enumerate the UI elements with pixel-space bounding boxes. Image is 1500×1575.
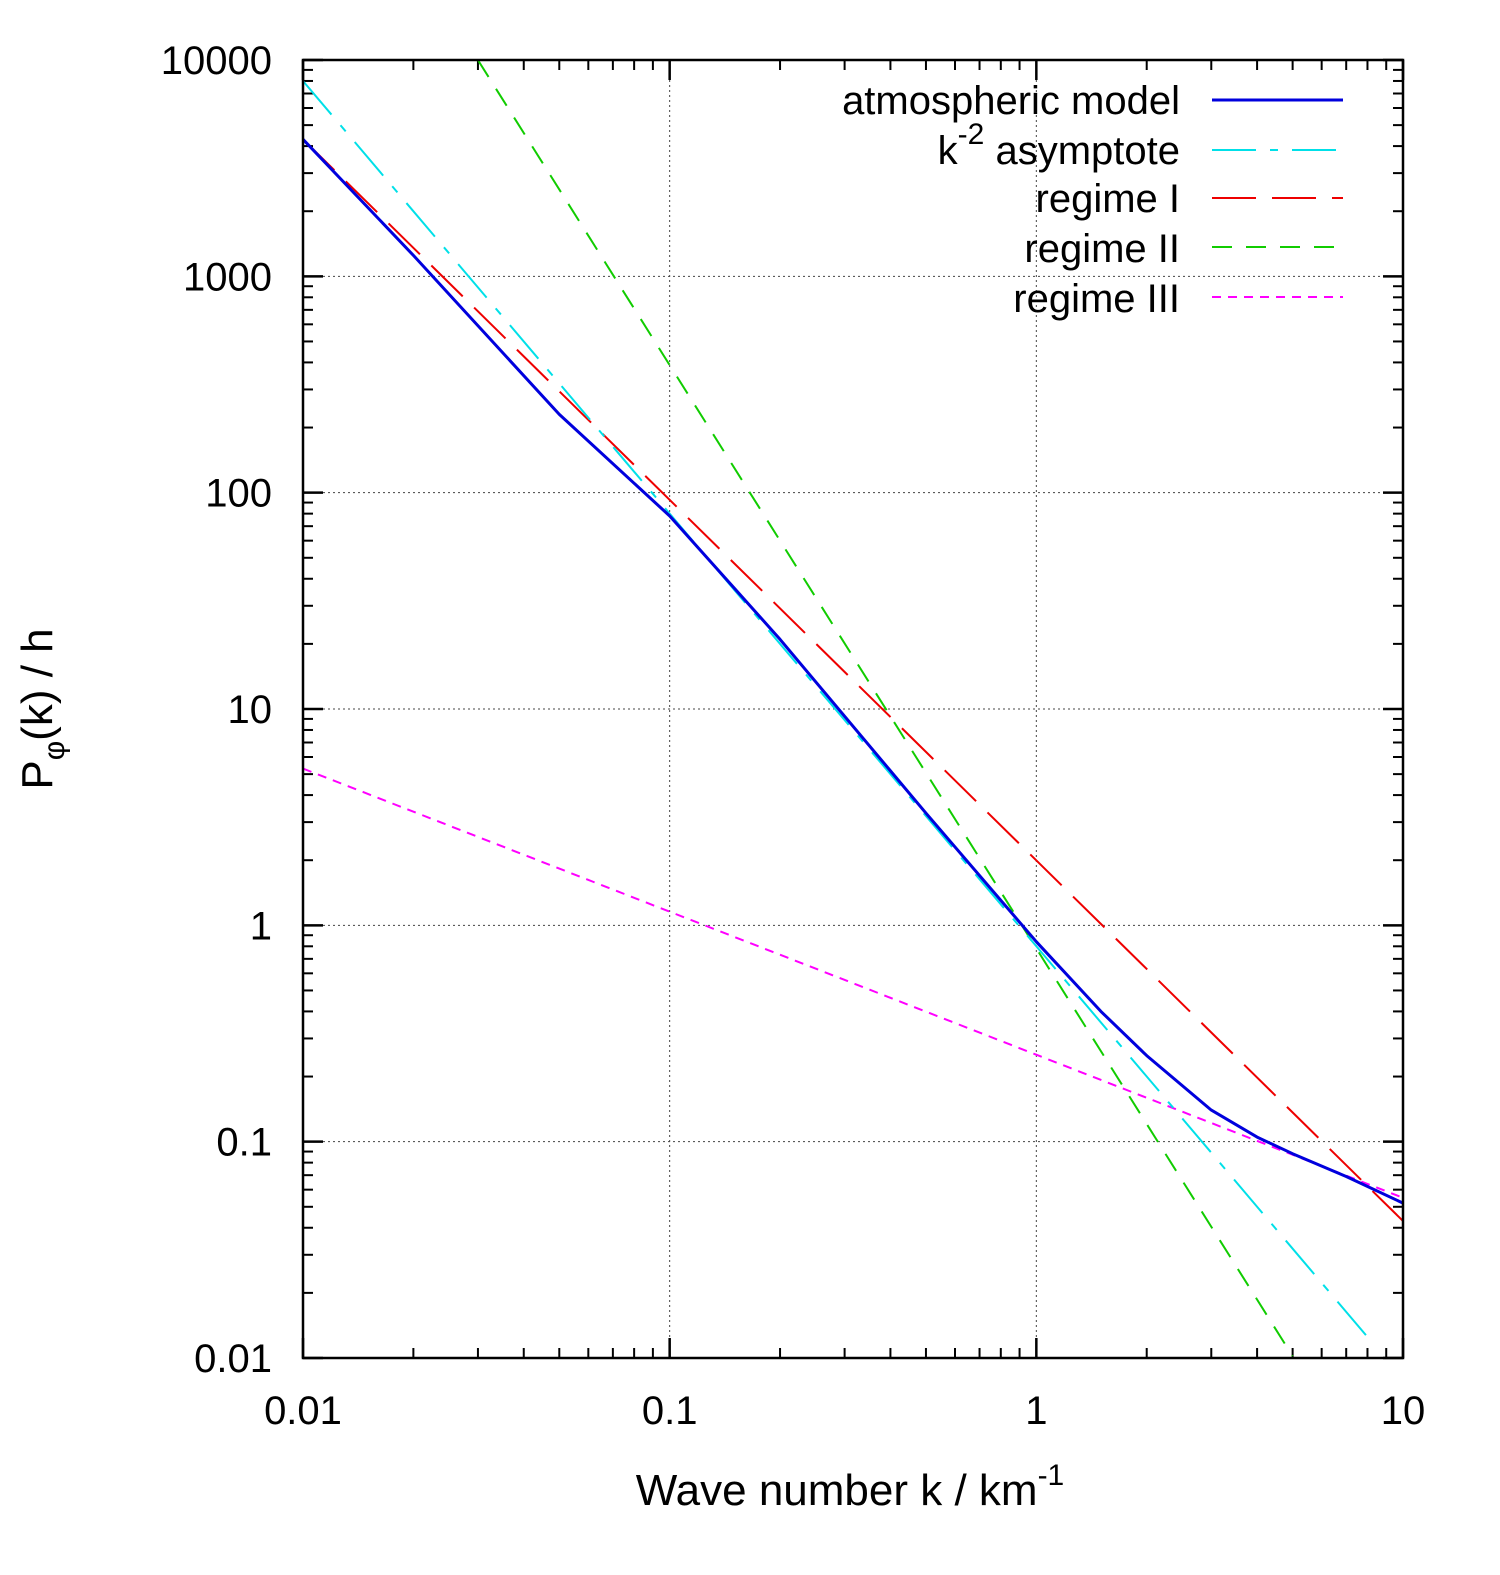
series-lines [301, 59, 1404, 1357]
y-tick-label: 10 [228, 688, 273, 732]
series-line-regime-ii [477, 59, 1294, 1357]
series-line-regime-i [302, 138, 1404, 1222]
y-axis-title-main: P [13, 760, 62, 789]
legend-label-k-sup: -2 [958, 118, 985, 151]
legend-label-regime-iii: regime III [1013, 277, 1180, 321]
y-tick-label: 0.01 [194, 1337, 272, 1381]
x-axis-title-main: Wave number k / km [636, 1466, 1038, 1515]
legend-label-k: k [938, 129, 959, 173]
legend-label-regime-i: regime I [1036, 177, 1181, 221]
y-axis-title: Pφ(k) / h [13, 628, 71, 789]
series-line-regime-iii [302, 767, 1404, 1199]
series-line-k-2-asymptote [302, 80, 1369, 1338]
series-line-atmospheric-model [301, 138, 1404, 1205]
major-ticks [301, 58, 1405, 1360]
y-tick-label: 100 [205, 472, 272, 516]
minor-ticks [303, 60, 1403, 1358]
legend-label-regime-ii: regime II [1024, 227, 1180, 271]
y-tick-labels: 0.01 0.1 1 10 100 1000 10000 [161, 39, 272, 1381]
legend-label-k-2-asymptote: k-2 asymptote [938, 118, 1180, 173]
legend: atmospheric model k-2 asymptote regime I… [842, 79, 1343, 321]
x-tick-label: 0.1 [642, 1389, 698, 1433]
y-axis-title-rest: (k) / h [13, 628, 62, 740]
x-tick-label: 1 [1025, 1389, 1047, 1433]
y-tick-label: 1 [250, 904, 272, 948]
x-axis-title: Wave number k / km-1 [636, 1459, 1065, 1515]
y-tick-label: 1000 [183, 255, 272, 299]
x-tick-label: 10 [1381, 1389, 1426, 1433]
x-axis-title-sup: -1 [1038, 1459, 1065, 1492]
legend-label-atmospheric-model: atmospheric model [842, 79, 1180, 123]
legend-label-asymptote: asymptote [984, 129, 1180, 173]
x-tick-label: 0.01 [264, 1389, 342, 1433]
y-tick-label: 0.1 [216, 1121, 272, 1165]
y-tick-label: 10000 [161, 39, 272, 83]
grid [303, 60, 1403, 1358]
x-tick-labels: 0.01 0.1 1 10 [264, 1389, 1425, 1433]
y-axis-title-sub: φ [38, 741, 71, 760]
